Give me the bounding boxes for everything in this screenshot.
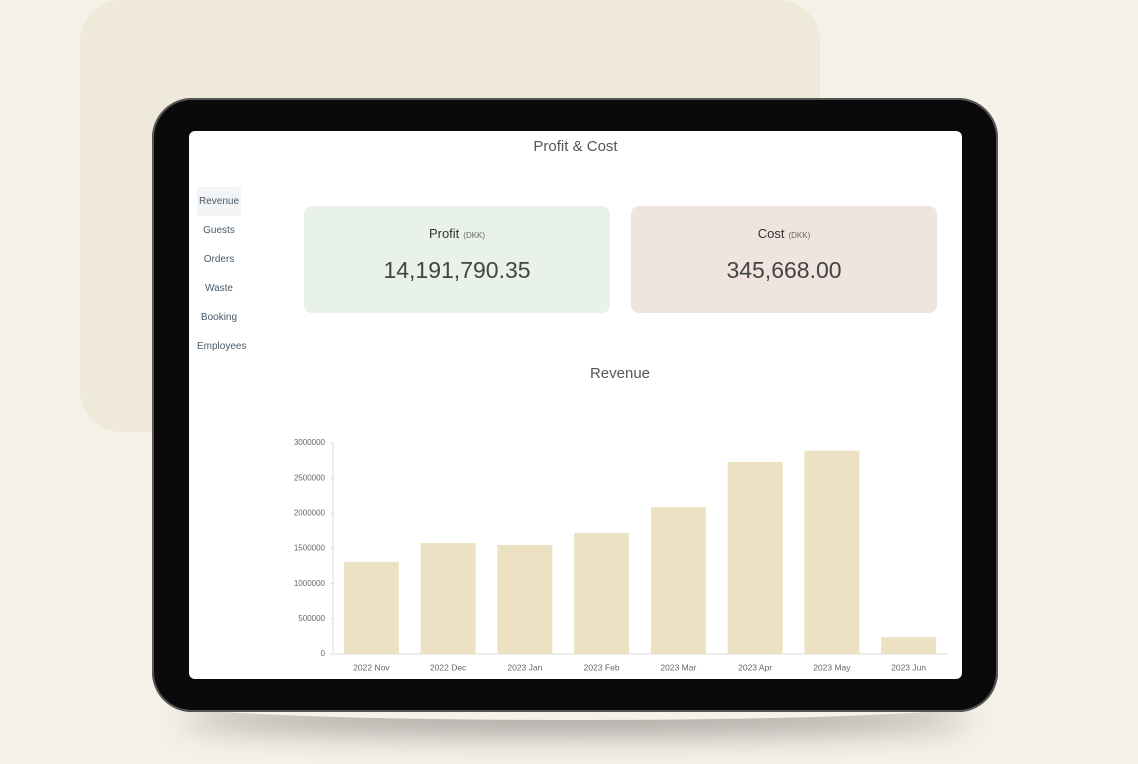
nav-item[interactable]: Orders — [203, 254, 235, 265]
x-tick-label: 2023 Apr — [738, 662, 772, 672]
profit-card: Profit (DKK) 14,191,790.35 — [304, 206, 610, 313]
bar — [574, 533, 630, 654]
x-tick-label: 2022 Nov — [353, 662, 390, 672]
y-tick-label: 0 — [321, 649, 326, 658]
x-tick-label: 2023 May — [813, 662, 851, 672]
nav-item[interactable]: Employees — [197, 341, 247, 352]
page-title: Profit & Cost — [533, 138, 618, 155]
nav-item[interactable]: Guests — [203, 225, 235, 236]
screen: Profit & Cost Revenue Guests Orders Waste Bo… — [189, 131, 962, 679]
bar — [804, 450, 860, 654]
card-unit: (DKK) — [788, 231, 811, 240]
y-tick-label: 1500000 — [294, 544, 326, 553]
nav-item[interactable]: Waste — [205, 283, 233, 294]
bar — [881, 637, 937, 654]
bar — [420, 542, 476, 654]
bar — [650, 507, 706, 654]
y-tick-label: 2500000 — [294, 473, 326, 482]
x-tick-label: 2023 Jun — [891, 662, 926, 672]
x-tick-label: 2022 Dec — [430, 662, 467, 672]
x-tick-label: 2023 Mar — [660, 662, 696, 672]
chart-title: Revenue — [590, 365, 650, 382]
nav-item[interactable]: Booking — [200, 312, 238, 323]
bar — [727, 461, 783, 654]
card-value: 345,668.00 — [726, 257, 842, 283]
card-value: 14,191,790.35 — [383, 257, 531, 283]
card-label: Profit (DKK) — [304, 226, 610, 241]
bar — [343, 561, 399, 654]
y-tick-label: 1000000 — [294, 579, 326, 588]
card-title: Cost — [757, 226, 785, 241]
y-tick-label: 2000000 — [294, 508, 326, 517]
chart: Revenue 0 500000 1000000 1500000 2000000 2500… — [294, 365, 947, 672]
side-nav: Revenue Guests Orders Waste Booking Employees — [197, 187, 247, 361]
y-tick-label: 500000 — [298, 614, 325, 623]
card-unit: (DKK) — [463, 231, 486, 240]
card-title: Profit — [428, 226, 460, 241]
x-tick-label: 2023 Feb — [584, 662, 620, 672]
cost-card: Cost (DKK) 345,668.00 — [631, 206, 937, 313]
nav-item[interactable]: Revenue — [197, 187, 241, 216]
y-tick-label: 3000000 — [294, 438, 326, 447]
card-label: Cost (DKK) — [631, 226, 937, 241]
bar — [497, 544, 553, 654]
x-tick-label: 2023 Jan — [507, 662, 542, 672]
